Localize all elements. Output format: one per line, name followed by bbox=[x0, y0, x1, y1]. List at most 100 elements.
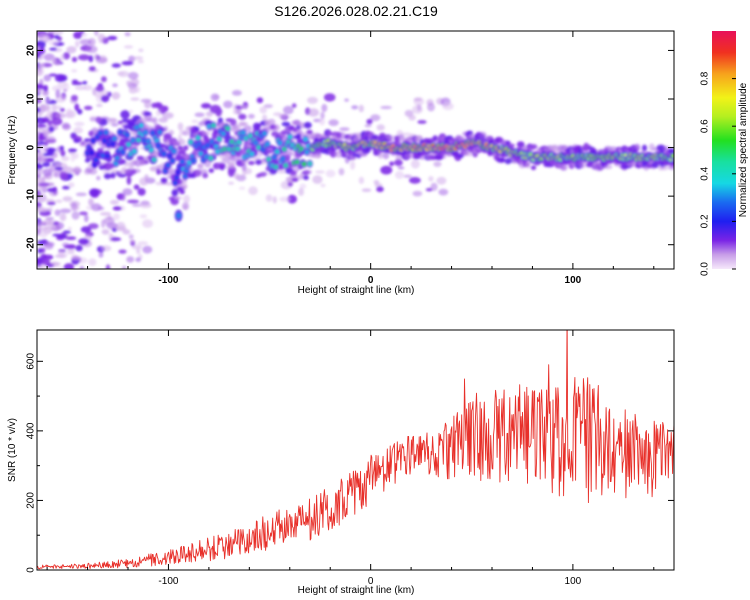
heatmap-cell bbox=[303, 169, 312, 175]
heatmap-cell bbox=[304, 149, 310, 155]
heatmap-cell bbox=[73, 152, 79, 160]
heatmap-cell bbox=[126, 80, 132, 86]
heatmap-cell bbox=[255, 159, 262, 165]
heatmap-cell bbox=[292, 127, 298, 132]
heatmap-cell bbox=[641, 144, 648, 152]
heatmap-cell bbox=[325, 169, 336, 178]
heatmap-cell bbox=[122, 188, 133, 196]
heatmap-cell bbox=[123, 169, 132, 174]
heatmap-cell bbox=[167, 153, 173, 159]
heatmap-cell bbox=[240, 122, 249, 126]
heatmap-cell bbox=[136, 137, 141, 143]
heatmap-cell bbox=[50, 262, 62, 266]
heatmap-cell bbox=[252, 122, 261, 130]
heatmap-cell bbox=[178, 138, 186, 146]
heatmap-cell bbox=[90, 203, 102, 212]
heatmap-cell bbox=[233, 172, 240, 179]
heatmap-cell bbox=[105, 153, 110, 159]
heatmap-cell bbox=[43, 219, 53, 225]
heatmap-cell bbox=[273, 164, 279, 170]
heatmap-cell bbox=[226, 146, 232, 152]
heatmap-cell bbox=[232, 124, 242, 131]
heatmap-cell bbox=[136, 248, 141, 255]
heatmap-cell bbox=[93, 53, 100, 60]
heatmap-cell bbox=[236, 139, 242, 145]
heatmap-cell bbox=[111, 123, 119, 127]
heatmap-cell bbox=[62, 166, 74, 174]
heatmap-cell bbox=[240, 104, 249, 109]
heatmap-cell bbox=[75, 40, 80, 48]
heatmap-cell bbox=[265, 120, 271, 126]
heatmap-cell bbox=[194, 112, 205, 118]
heatmap-cell bbox=[78, 238, 89, 245]
heatmap-cell bbox=[43, 254, 54, 260]
heatmap-cell bbox=[133, 184, 140, 190]
heatmap-cell bbox=[328, 119, 339, 127]
heatmap-cell bbox=[165, 162, 171, 168]
heatmap-cell bbox=[61, 155, 70, 162]
heatmap-cell bbox=[95, 57, 108, 64]
heatmap-cell bbox=[74, 121, 85, 127]
heatmap-cell bbox=[88, 198, 94, 206]
heatmap-cell bbox=[291, 177, 299, 182]
heatmap-cell bbox=[63, 230, 71, 234]
heatmap-cell bbox=[529, 153, 533, 156]
heatmap-cell bbox=[71, 56, 78, 63]
heatmap-cell bbox=[284, 154, 291, 159]
heatmap-cell bbox=[151, 157, 157, 163]
heatmap-cell bbox=[68, 148, 78, 153]
heatmap-cell bbox=[43, 98, 52, 103]
heatmap-cell bbox=[291, 103, 297, 108]
heatmap-cell bbox=[107, 35, 118, 41]
heatmap-cell bbox=[53, 172, 59, 178]
heatmap-cell bbox=[53, 151, 59, 159]
heatmap-cell bbox=[281, 146, 287, 152]
heatmap-cell bbox=[95, 85, 105, 92]
heatmap-cell bbox=[320, 111, 325, 120]
heatmap-cell bbox=[121, 61, 134, 66]
heatmap-cell bbox=[66, 46, 77, 54]
heatmap-cell bbox=[128, 109, 133, 114]
heatmap-cell bbox=[417, 120, 427, 124]
heatmap-cell bbox=[208, 155, 214, 161]
snr-ticks: -100 0 100 0 200 400 600 bbox=[26, 330, 674, 587]
heatmap-cell bbox=[264, 141, 270, 147]
heatmap-cell bbox=[100, 95, 110, 103]
heatmap-cell bbox=[171, 189, 179, 197]
heatmap-cell bbox=[102, 138, 107, 144]
heatmap-cell bbox=[241, 163, 247, 171]
heatmap-cell bbox=[41, 35, 51, 42]
heatmap-cell bbox=[124, 132, 130, 138]
heatmap-cell bbox=[73, 31, 82, 39]
heatmap-cell bbox=[39, 197, 50, 202]
heatmap-cell bbox=[130, 97, 140, 101]
heatmap-cell bbox=[168, 129, 175, 136]
heatmap-cell bbox=[122, 229, 131, 235]
heatmap-cell bbox=[427, 102, 435, 112]
heatmap-cell bbox=[37, 46, 41, 50]
heatmap-cell bbox=[103, 130, 109, 136]
heatmap-cell bbox=[389, 161, 394, 167]
heatmap-cell bbox=[287, 134, 293, 140]
heatmap-cell bbox=[240, 130, 246, 136]
heatmap-cell bbox=[138, 123, 144, 128]
heatmap-cell bbox=[128, 164, 134, 170]
heatmap-cell bbox=[256, 145, 262, 150]
heatmap-cell bbox=[83, 105, 93, 111]
heatmap-cell bbox=[266, 149, 273, 154]
heatmap-cell bbox=[111, 63, 122, 68]
heatmap-cell bbox=[266, 157, 272, 162]
heatmap-cell bbox=[279, 196, 291, 202]
heatmap-cell bbox=[126, 142, 131, 147]
y-tick-label: -20 bbox=[26, 237, 37, 252]
heatmap-cell bbox=[120, 149, 126, 155]
heatmap-cell bbox=[113, 161, 119, 166]
heatmap-cell bbox=[184, 168, 190, 174]
heatmap-cell bbox=[38, 182, 50, 187]
heatmap-cell bbox=[280, 156, 286, 162]
heatmap-cell bbox=[227, 168, 235, 177]
heatmap-cell bbox=[156, 168, 161, 175]
heatmap-cell bbox=[273, 124, 280, 131]
heatmap-cell bbox=[139, 214, 148, 219]
